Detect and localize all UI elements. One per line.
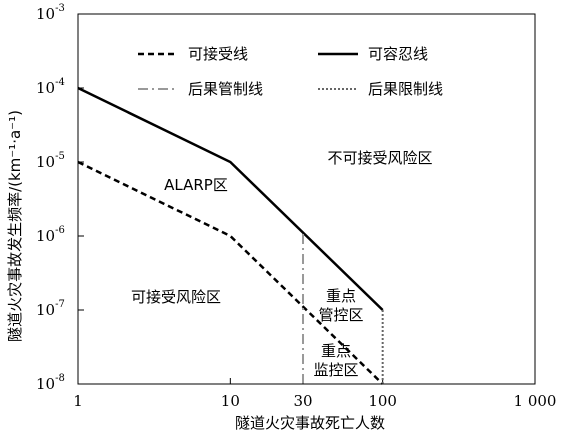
region-label: 管控区 [318,306,363,324]
y-tick-exponent: -8 [55,373,65,384]
y-tick-exponent: -3 [55,3,65,14]
region-label: 不可接受风险区 [327,149,432,167]
y-tick-label: 10-3 [36,3,65,23]
legend-label: 可容忍线 [368,45,428,63]
series-line [77,160,384,385]
legend-label: 后果管制线 [188,80,263,98]
y-tick-exponent: -5 [55,151,65,162]
plot-area-frame [77,13,536,385]
x-axis-title: 隧道火灾事故死亡人数 [235,414,385,432]
legend-label: 可接受线 [188,45,248,63]
series-line [77,86,384,311]
x-tick-label: 1 [73,392,83,410]
y-tick-exponent: -6 [55,225,65,236]
y-tick-exponent: -7 [55,299,65,310]
region-label: 监控区 [313,361,358,379]
x-tick-label: 10 [221,392,240,410]
region-label: 重点 [326,287,356,305]
series-lines [77,86,384,385]
region-label: 重点 [321,342,351,360]
axis-ticks [77,13,536,385]
region-label: ALARP区 [164,176,228,194]
y-tick-exponent: -4 [55,77,65,88]
y-tick-label: 10-6 [36,225,65,245]
y-tick-label: 10-8 [36,373,65,393]
x-tick-label: 100 [368,392,397,410]
y-axis-title: 隧道火灾事故发生频率/(km⁻¹·a⁻¹) [6,110,24,342]
legend-label: 后果限制线 [368,80,443,98]
x-tick-labels: 1 10 30 100 1 000 [73,392,556,410]
y-tick-label: 10-7 [36,299,65,319]
x-tick-label: 30 [293,392,312,410]
x-tick-label: 1 000 [514,392,557,410]
y-tick-label: 10-4 [36,77,65,97]
y-tick-label: 10-5 [36,151,65,171]
y-tick-labels: 10-8 10-7 10-6 10-5 10-4 10-3 [36,3,65,393]
region-label: 可接受风险区 [131,288,221,306]
